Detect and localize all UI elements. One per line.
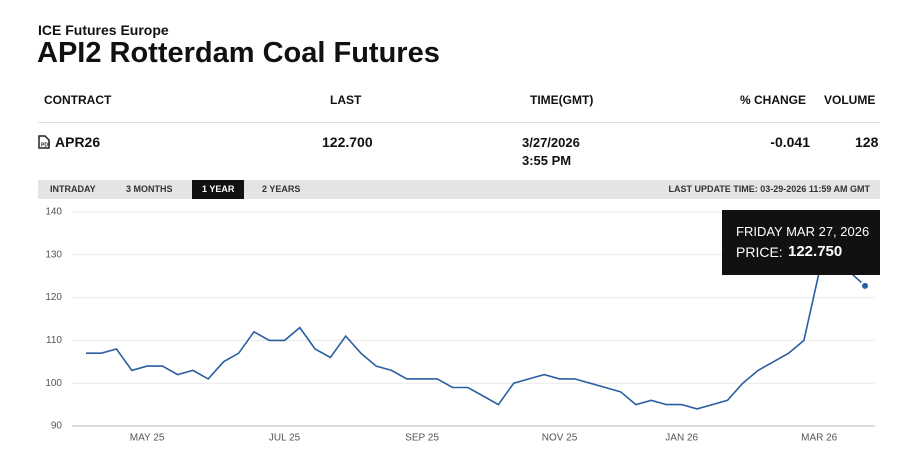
tab[interactable]: 3 MONTHS: [126, 184, 173, 194]
y-tick-label: 100: [45, 378, 62, 389]
x-tick-label: JUL 25: [269, 433, 301, 444]
y-tick-label: 90: [51, 421, 63, 432]
x-tick-label: MAR 26: [801, 433, 838, 444]
last-price: 122.700: [322, 134, 373, 150]
hover-point: [860, 280, 870, 291]
column-header: LAST: [330, 93, 362, 107]
last-update: LAST UPDATE TIME: 03-29-2026 11:59 AM GM…: [668, 184, 870, 194]
column-header: CONTRACT: [44, 93, 112, 107]
column-header: % CHANGE: [740, 93, 807, 107]
x-tick-label: JAN 26: [665, 433, 698, 444]
price-line: [86, 266, 866, 410]
range-tabs: INTRADAY 3 MONTHS 1 YEAR 2 YEARS LAST UP…: [38, 180, 880, 199]
doc-icon: PDF: [38, 135, 50, 149]
x-tick-label: NOV 25: [542, 433, 578, 444]
x-tick-label: MAY 25: [130, 433, 165, 444]
tooltip: FRIDAY MAR 27, 2026 PRICE: 122.750: [722, 210, 880, 275]
percent-change: -0.041: [770, 134, 810, 150]
tooltip-label: PRICE:: [736, 244, 783, 260]
y-tick-label: 110: [46, 335, 62, 346]
column-header: VOLUME: [824, 93, 876, 107]
tab[interactable]: 1 YEAR: [192, 180, 245, 199]
tab[interactable]: 2 YEARS: [262, 184, 301, 194]
x-tick-label: SEP 25: [405, 433, 439, 444]
tab[interactable]: INTRADAY: [50, 184, 96, 194]
trade-date: 3/27/2026: [522, 135, 580, 150]
divider: [38, 122, 880, 123]
exchange: ICE Futures Europe: [38, 22, 169, 38]
tooltip-price: 122.750: [788, 243, 843, 260]
tooltip-date: FRIDAY MAR 27, 2026: [736, 224, 870, 239]
column-header: TIME(GMT): [530, 93, 594, 107]
y-tick-label: 140: [45, 207, 62, 218]
y-tick-label: 120: [45, 292, 62, 303]
volume: 128: [855, 134, 879, 150]
trade-time: 3:55 PM: [522, 153, 572, 168]
svg-text:PDF: PDF: [41, 142, 50, 148]
y-tick-label: 130: [45, 249, 62, 260]
contract[interactable]: APR26: [55, 134, 101, 150]
page-title: API2 Rotterdam Coal Futures: [37, 37, 440, 69]
